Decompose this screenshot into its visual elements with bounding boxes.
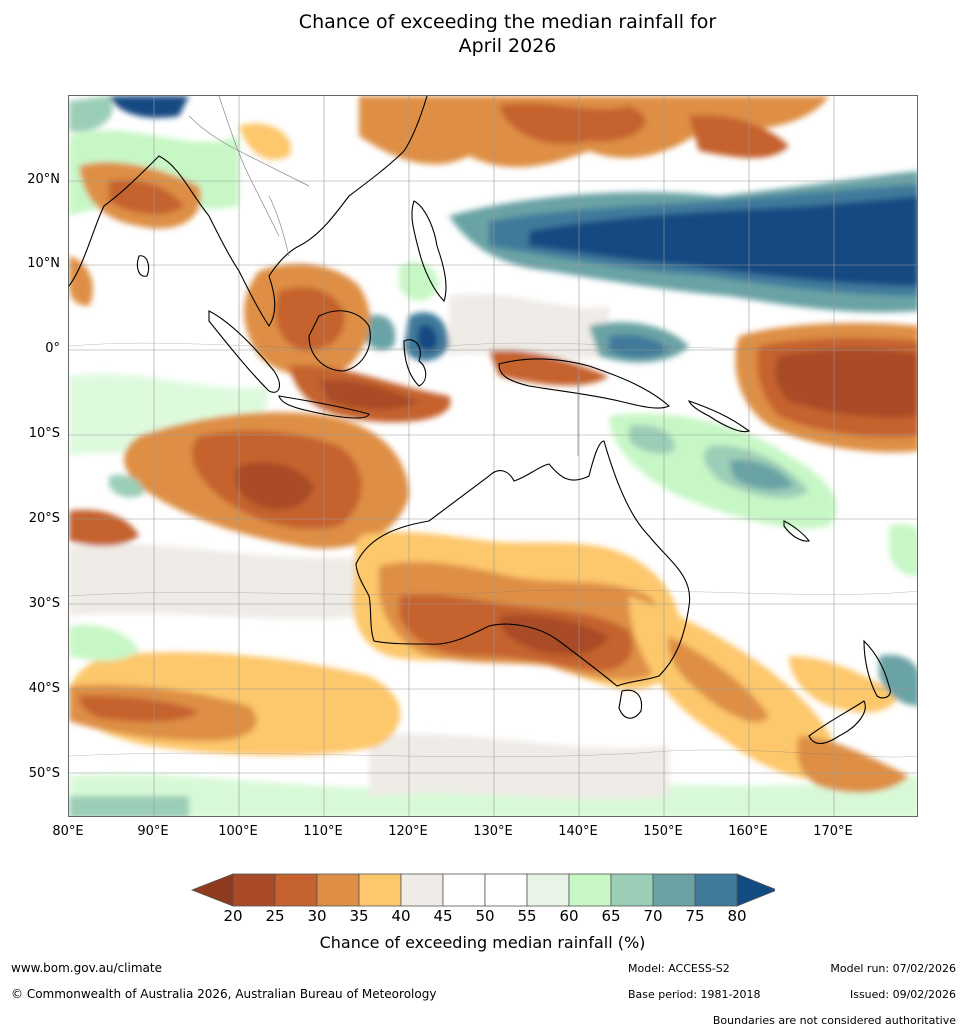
footer-base-period: Base period: 1981-2018: [628, 988, 761, 1001]
new-caledonia-coast: [783, 520, 810, 542]
lon-label-80e: 80°E: [52, 824, 84, 839]
colorbar-swatch: [316, 873, 360, 907]
java-coast: [278, 395, 370, 419]
footer-website-link[interactable]: www.bom.gov.au/climate: [11, 961, 162, 975]
lon-label-150e: 150°E: [643, 824, 683, 839]
lon-label-130e: 130°E: [473, 824, 513, 839]
colorbar-tick-50: 50: [475, 907, 495, 925]
footer-copyright: © Commonwealth of Australia 2026, Austra…: [11, 987, 437, 1001]
colorbar-swatch: [526, 873, 570, 907]
colorbar-swatch: [694, 873, 738, 907]
colorbar-under-arrow: [190, 873, 234, 907]
new-guinea-coast: [498, 358, 670, 409]
footer-model-run: Model run: 07/02/2026: [830, 962, 956, 975]
nz-north-coast: [863, 639, 891, 699]
colorbar-tick-35: 35: [349, 907, 369, 925]
lon-label-90e: 90°E: [137, 824, 169, 839]
lon-label-170e: 170°E: [813, 824, 853, 839]
nz-south-coast: [808, 700, 866, 745]
footer-model: Model: ACCESS-S2: [628, 962, 730, 975]
country-borders: [188, 96, 579, 456]
title-line-1: Chance of exceeding the median rainfall …: [298, 11, 717, 33]
colorbar-over-arrow: [736, 873, 779, 907]
colorbar-swatch: [358, 873, 402, 907]
colorbar-tick-60: 60: [559, 907, 579, 925]
colorbar-tick-55: 55: [517, 907, 537, 925]
australia-coast: [355, 440, 691, 687]
lat-label-10s: 10°S: [28, 426, 60, 441]
colorbar-tick-30: 30: [307, 907, 327, 925]
lon-label-110e: 110°E: [303, 824, 343, 839]
colorbar-tick-40: 40: [391, 907, 411, 925]
colorbar-label: Chance of exceeding median rainfall (%): [319, 933, 646, 952]
borneo-coast: [308, 310, 371, 372]
lat-label-50s: 50°S: [28, 766, 60, 781]
title-line-2: April 2026: [458, 35, 557, 57]
colorbar-tick-20: 20: [223, 907, 243, 925]
contour-lines: [69, 342, 917, 758]
rainfall-field: [69, 96, 917, 816]
lat-label-20n: 20°N: [27, 172, 60, 187]
lon-label-100e: 100°E: [218, 824, 258, 839]
colorbar-tick-75: 75: [685, 907, 705, 925]
colorbar-tick-80: 80: [727, 907, 747, 925]
asia-coast: [69, 96, 428, 327]
lat-label-40s: 40°S: [28, 681, 60, 696]
lon-label-140e: 140°E: [558, 824, 598, 839]
colorbar: [190, 872, 779, 912]
lon-label-120e: 120°E: [388, 824, 428, 839]
colorbar-svg: [190, 873, 779, 907]
solomon-coast: [688, 400, 751, 433]
sumatra-coast: [208, 310, 280, 393]
lat-label-10n: 10°N: [27, 256, 60, 271]
colorbar-tick-65: 65: [601, 907, 621, 925]
rainfall-map-svg: [69, 96, 917, 816]
lat-label-20s: 20°S: [28, 511, 60, 526]
colorbar-swatch: [652, 873, 696, 907]
footer-issued: Issued: 09/02/2026: [849, 988, 956, 1001]
colorbar-swatch: [442, 873, 486, 907]
sulawesi-coast: [403, 339, 427, 387]
rainfall-map[interactable]: [68, 95, 918, 817]
tasmania-coast: [618, 689, 643, 719]
colorbar-swatch: [274, 873, 318, 907]
coastlines: [69, 96, 891, 745]
philippines-coast: [411, 200, 447, 303]
map-title: Chance of exceeding the median rainfall …: [0, 10, 965, 58]
colorbar-tick-25: 25: [265, 907, 285, 925]
lat-label-30s: 30°S: [28, 596, 60, 611]
colorbar-swatch: [400, 873, 444, 907]
footer-disclaimer: Boundaries are not considered authoritat…: [712, 1014, 956, 1027]
colorbar-tick-45: 45: [433, 907, 453, 925]
colorbar-tick-70: 70: [643, 907, 663, 925]
sri-lanka-coast: [136, 255, 150, 277]
colorbar-swatch: [484, 873, 528, 907]
lat-label-0: 0°: [45, 341, 60, 356]
colorbar-swatch: [232, 873, 276, 907]
colorbar-swatch: [610, 873, 654, 907]
lon-label-160e: 160°E: [728, 824, 768, 839]
graticule: [69, 96, 917, 816]
colorbar-swatch: [568, 873, 612, 907]
